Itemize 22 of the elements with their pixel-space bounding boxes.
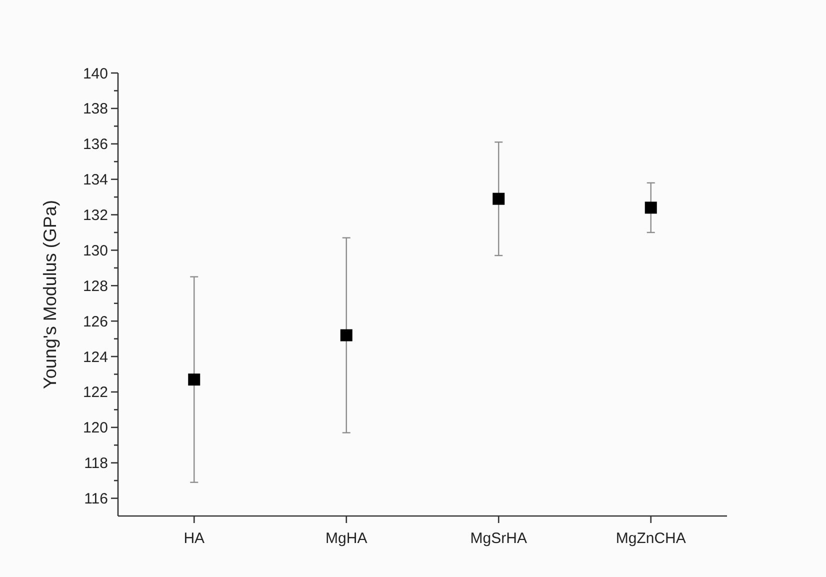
y-tick-label: 136 [82,136,108,154]
y-tick-label: 138 [82,100,108,118]
y-tick-label: 120 [82,420,108,437]
y-tick-label: 116 [84,490,108,508]
y-tick-label: 128 [82,278,108,295]
y-tick-label: 130 [82,242,108,260]
point [188,374,200,386]
y-axis-title: Young's Modulus (GPa) [40,200,60,389]
x-tick-label: MgZnCHA [616,530,686,547]
point [492,192,505,205]
y-tick-label: 122 [82,384,108,402]
point [340,329,352,342]
y-tick-label: 140 [82,65,108,82]
y-tick-label: 118 [84,455,108,472]
y-tick-label: 126 [82,313,108,330]
y-tick-label: 124 [82,348,108,366]
y-tick-label: 132 [82,207,108,224]
point [644,202,657,214]
x-tick-label: MgSrHA [470,530,527,547]
x-tick-label: MgHA [326,530,368,547]
x-tick-label: HA [184,530,205,547]
y-tick-label: 134 [82,172,108,189]
